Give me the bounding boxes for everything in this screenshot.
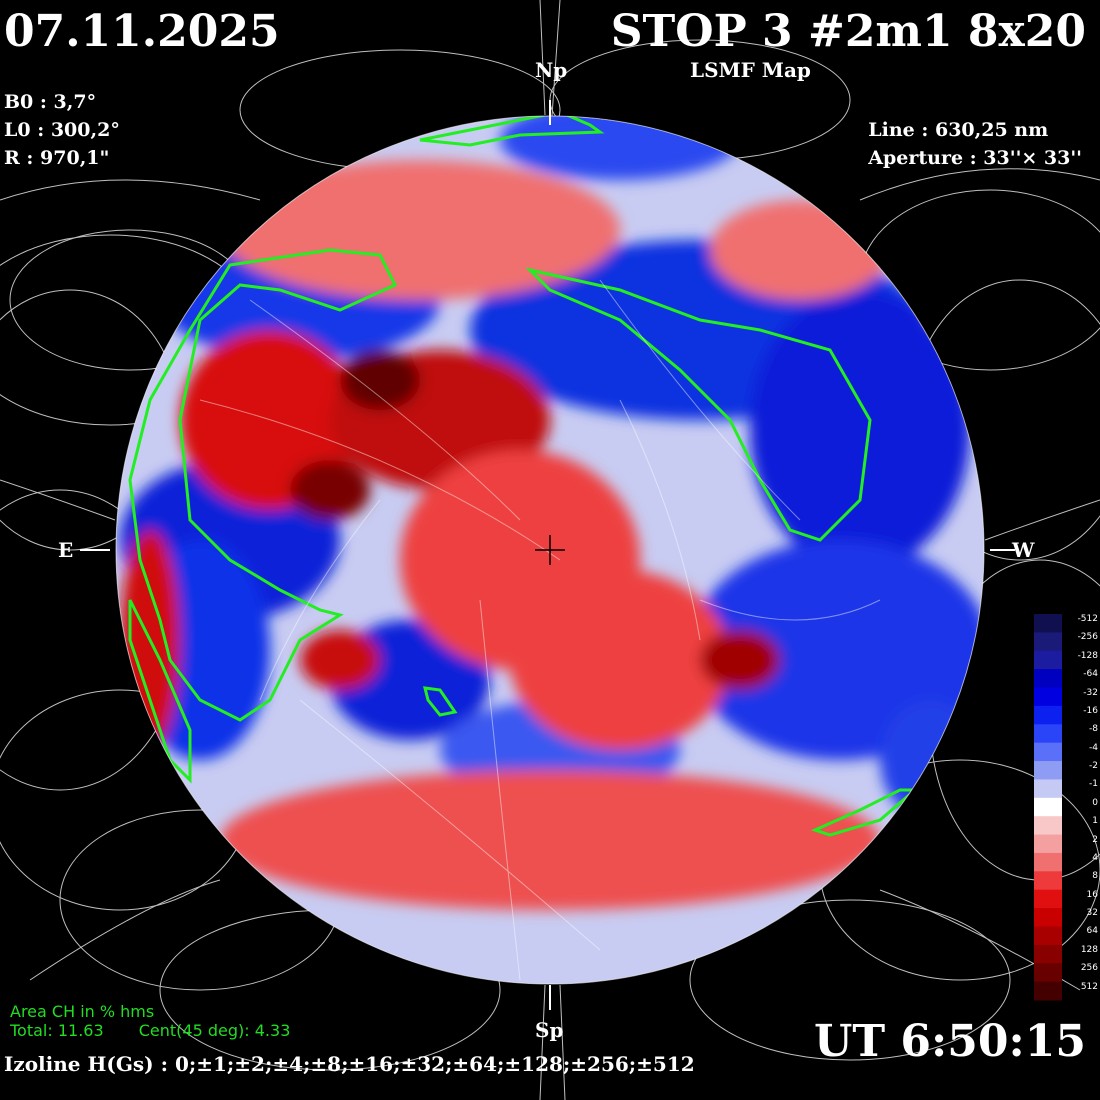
radius-value: R : 970,1"	[4, 147, 110, 169]
observation-time: UT 6:50:15	[814, 1016, 1086, 1067]
ch-total: Total: 11.63	[10, 1021, 104, 1040]
center-crosshair	[535, 535, 565, 565]
colorbar-swatch	[1034, 632, 1062, 652]
colorbar-swatch	[1034, 963, 1062, 983]
colorbar-tick: -1	[1089, 779, 1098, 790]
colorbar-swatch	[1034, 761, 1062, 780]
colorbar-swatch	[1034, 724, 1062, 744]
colorbar-tick: -2	[1089, 761, 1098, 771]
colorbar-swatch	[1034, 889, 1062, 909]
map-subtitle: LSMF Map	[690, 58, 811, 82]
colorbar-swatch	[1034, 687, 1062, 707]
colorbar-swatch	[1034, 797, 1062, 817]
line-value: Line : 630,25 nm	[868, 119, 1049, 141]
colorbar-tick: -128	[1077, 650, 1098, 661]
south-pole-label: Sp	[535, 1018, 564, 1042]
coronal-hole-contours	[128, 116, 920, 837]
colorbar-tick: -32	[1083, 687, 1098, 698]
colorbar-swatch	[1034, 650, 1062, 670]
b0-value: B0 : 3,7°	[4, 91, 97, 113]
l0-value: L0 : 300,2°	[4, 119, 120, 141]
colorbar-swatch	[1034, 926, 1062, 946]
colorbar-swatch	[1034, 834, 1062, 854]
isoline-legend: Izoline H(Gs) : 0;±1;±2;±4;±8;±16;±32;±6…	[4, 1052, 695, 1076]
map-title: STOP 3 #2m1 8x20	[610, 6, 1086, 57]
colorbar-tick: 128	[1080, 944, 1098, 955]
colorbar-swatch	[1034, 614, 1062, 633]
ephemeris-params: B0 : 3,7° L0 : 300,2° R : 970,1"	[4, 88, 120, 172]
observation-date: 07.11.2025	[4, 6, 280, 57]
colorbar-tick: -16	[1083, 705, 1098, 716]
colorbar-tick: 4	[1092, 852, 1098, 863]
colorbar-swatch	[1034, 779, 1062, 799]
colorbar-swatch	[1034, 669, 1062, 689]
colorbar-tick: 8	[1092, 871, 1098, 882]
colorbar-swatch	[1034, 705, 1062, 725]
limb-markers	[80, 100, 1015, 1010]
instrument-params: Line : 630,25 nm Aperture : 33''× 33''	[868, 116, 1082, 172]
colorbar-swatch	[1034, 944, 1062, 964]
colorbar-tick: 64	[1086, 926, 1098, 937]
colorbar-tick: -64	[1083, 669, 1098, 680]
colorbar-swatch	[1034, 816, 1062, 836]
colorbar-swatch	[1034, 908, 1062, 927]
colorbar-tick-labels: -512 -256 -128 -64 -32 -16 -8 -4 -2 -1 0 1 2 4 8 16 32 64…	[1068, 610, 1098, 996]
colorbar-tick: 512	[1080, 981, 1098, 992]
coronal-hole-area-title: Area CH in % hms	[10, 1002, 155, 1021]
colorbar-tick: 16	[1086, 889, 1098, 900]
colorbar-scale	[1034, 614, 1062, 1001]
colorbar-swatch	[1034, 981, 1062, 1001]
colorbar-tick: 2	[1092, 834, 1098, 845]
colorbar-tick: 1	[1092, 816, 1098, 827]
colorbar-tick: 0	[1092, 797, 1098, 808]
colorbar-tick: -4	[1089, 742, 1098, 753]
colorbar-swatch	[1034, 742, 1062, 762]
colorbar-tick: -512	[1077, 614, 1098, 624]
coronal-hole-area-values: Total: 11.63 Cent(45 deg): 4.33	[10, 1021, 320, 1040]
west-label: W	[1012, 538, 1035, 562]
north-pole-label: Np	[535, 58, 568, 82]
colorbar-tick: -8	[1089, 724, 1098, 735]
colorbar-swatch	[1034, 871, 1062, 891]
east-label: E	[58, 538, 74, 562]
colorbar-tick: 256	[1080, 963, 1098, 974]
colorbar-tick: -256	[1077, 632, 1098, 643]
colorbar-tick: 32	[1086, 908, 1098, 918]
aperture-value: Aperture : 33''× 33''	[868, 147, 1082, 169]
ch-central: Cent(45 deg): 4.33	[138, 1021, 291, 1040]
colorbar-swatch	[1034, 852, 1062, 872]
